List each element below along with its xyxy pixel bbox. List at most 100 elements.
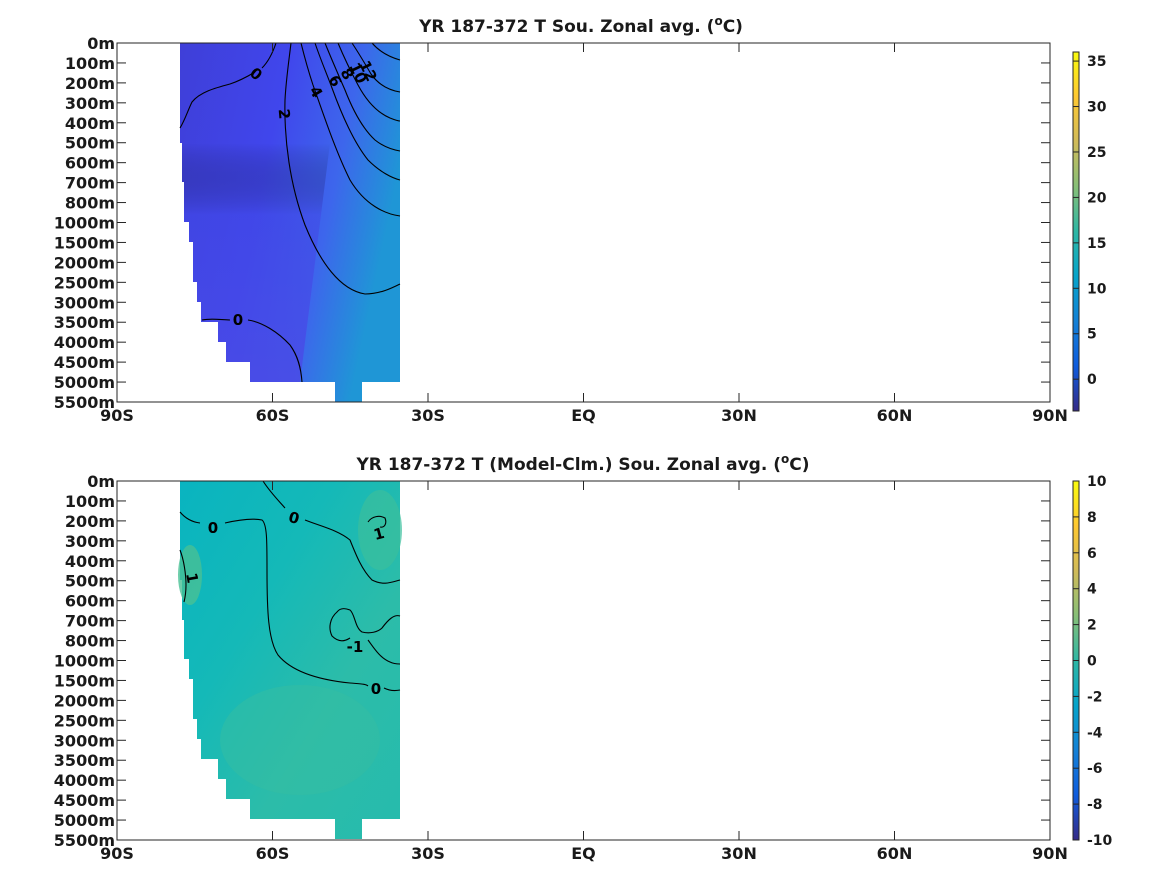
bottom-heatmap-field — [178, 481, 402, 839]
bottom-clabel-1-ring: 1 — [372, 524, 387, 544]
x-tick-label: 60S — [256, 406, 290, 425]
x-tick-label: 60N — [877, 844, 913, 863]
contour-4 — [300, 42, 401, 217]
y-tick-label: 5000m — [54, 373, 115, 392]
bottom-x-axis: 90S 60S 30S EQ 30N 60N 90N — [100, 481, 1068, 863]
x-tick-label: 30S — [411, 406, 445, 425]
y-tick-label: 600m — [65, 592, 115, 611]
y-tick-label: 0m — [87, 34, 115, 53]
colorbar-tick-label: 6 — [1087, 546, 1097, 562]
colorbar-tick-label: 10 — [1087, 474, 1107, 490]
y-tick-label: 3500m — [54, 313, 115, 332]
top-contours — [179, 42, 401, 383]
bottom-clabel-0-top: 0 — [287, 508, 302, 528]
y-tick-label: 1500m — [54, 233, 115, 252]
bottom-contours — [179, 480, 401, 692]
colorbar-tick-label: -4 — [1087, 725, 1103, 741]
y-tick-label: 1000m — [54, 214, 115, 233]
top-colorbar-ramp — [1072, 51, 1080, 412]
top-colorbar-ticks: 35 30 25 20 15 10 5 0 — [1073, 54, 1107, 388]
y-tick-label: 200m — [65, 512, 115, 531]
y-tick-label: 5500m — [54, 831, 115, 850]
contour-12 — [351, 42, 401, 93]
x-tick-label: EQ — [571, 844, 596, 863]
bottom-contour-labels: 0 0 1 1 -1 0 — [182, 508, 386, 698]
bottom-warm-blob-upper — [358, 490, 402, 570]
y-tick-label: 400m — [65, 114, 115, 133]
colorbar-tick-label: 35 — [1087, 54, 1106, 70]
colorbar-tick-label: 2 — [1087, 618, 1097, 634]
x-tick-label: 30N — [721, 844, 757, 863]
colorbar-tick-label: 0 — [1087, 654, 1097, 670]
top-clabel-0-deep: 0 — [233, 311, 243, 329]
y-tick-label: 100m — [65, 492, 115, 511]
x-tick-label: 90N — [1032, 844, 1068, 863]
colorbar-tick-label: -6 — [1087, 761, 1103, 777]
y-tick-label: 3500m — [54, 751, 115, 770]
y-tick-label: 5000m — [54, 811, 115, 830]
y-tick-label: 2000m — [54, 691, 115, 710]
contour-6 — [314, 42, 401, 181]
colorbar-tick-label: 30 — [1087, 100, 1107, 116]
bias-contour-neg1 — [329, 608, 401, 665]
y-tick-label: 700m — [65, 612, 115, 631]
colorbar-tick-label: 20 — [1087, 190, 1107, 206]
colorbar-tick-label: 15 — [1087, 236, 1106, 252]
top-heatmap-field — [180, 43, 400, 402]
contour-0-upper — [261, 42, 277, 69]
contour-0-deep — [201, 318, 303, 383]
x-tick-label: 90S — [100, 844, 134, 863]
colorbar-tick-label: 0 — [1087, 372, 1097, 388]
colorbar-tick-label: 8 — [1087, 510, 1097, 526]
y-tick-label: 4000m — [54, 333, 115, 352]
colorbar-tick-label: 10 — [1087, 281, 1107, 297]
y-tick-label: 400m — [65, 552, 115, 571]
x-tick-label: EQ — [571, 406, 596, 425]
bias-contour-0-top — [262, 480, 401, 584]
colorbar-tick-label: 4 — [1087, 582, 1097, 598]
contour-2 — [284, 42, 401, 295]
x-tick-label: 90N — [1032, 406, 1068, 425]
top-x-axis: 90S 60S 30S EQ 30N 60N 90N — [100, 43, 1068, 425]
y-tick-label: 100m — [65, 54, 115, 73]
contour-0-shallow — [179, 71, 256, 129]
y-tick-label: 5500m — [54, 393, 115, 412]
colorbar-tick-label: -2 — [1087, 689, 1103, 705]
y-tick-label: 4500m — [54, 353, 115, 372]
y-tick-label: 500m — [65, 572, 115, 591]
y-tick-label: 2000m — [54, 253, 115, 272]
y-tick-label: 1500m — [54, 671, 115, 690]
contour-8 — [324, 42, 401, 152]
x-tick-label: 30S — [411, 844, 445, 863]
y-tick-label: 2500m — [54, 273, 115, 292]
top-y-axis: 0m100m200m300m400m500m600m700m800m1000m1… — [54, 34, 1050, 412]
bias-contour-0-upper — [179, 511, 401, 692]
bottom-chart-title: YR 187-372 T (Model-Clm.) Sou. Zonal avg… — [356, 452, 810, 475]
x-tick-label: 60S — [256, 844, 290, 863]
x-tick-label: 60N — [877, 406, 913, 425]
top-field-deep-shade — [180, 143, 330, 382]
y-tick-label: 200m — [65, 74, 115, 93]
bias-contour-1-ring — [367, 515, 387, 528]
colorbar-tick-label: 5 — [1087, 327, 1097, 343]
bottom-clabel-neg1: -1 — [347, 638, 364, 656]
colorbar-tick-label: 25 — [1087, 145, 1106, 161]
y-tick-label: 1000m — [54, 652, 115, 671]
x-tick-label: 30N — [721, 406, 757, 425]
bottom-colorbar-ticks: 10 8 6 4 2 0 -2 -4 -6 -8 -10 — [1073, 474, 1113, 849]
bottom-clabel-0-left: 0 — [208, 519, 218, 537]
top-colorbar: 35 30 25 20 15 10 5 0 — [1072, 51, 1107, 412]
y-tick-label: 4000m — [54, 771, 115, 790]
bias-contour-1-left — [179, 549, 187, 603]
x-tick-label: 90S — [100, 406, 134, 425]
bottom-warm-blob-deep — [220, 685, 380, 795]
top-chart-title: YR 187-372 T Sou. Zonal avg. (oC) — [418, 14, 743, 37]
colorbar-tick-label: -8 — [1087, 797, 1103, 813]
y-tick-label: 3000m — [54, 731, 115, 750]
y-tick-label: 3000m — [54, 293, 115, 312]
bottom-clabel-1-left: 1 — [182, 571, 202, 584]
bottom-y-axis: 0m100m200m300m400m500m600m700m800m1000m1… — [54, 472, 1050, 850]
bottom-clabel-0-lower: 0 — [371, 680, 381, 698]
contour-14 — [371, 42, 401, 61]
